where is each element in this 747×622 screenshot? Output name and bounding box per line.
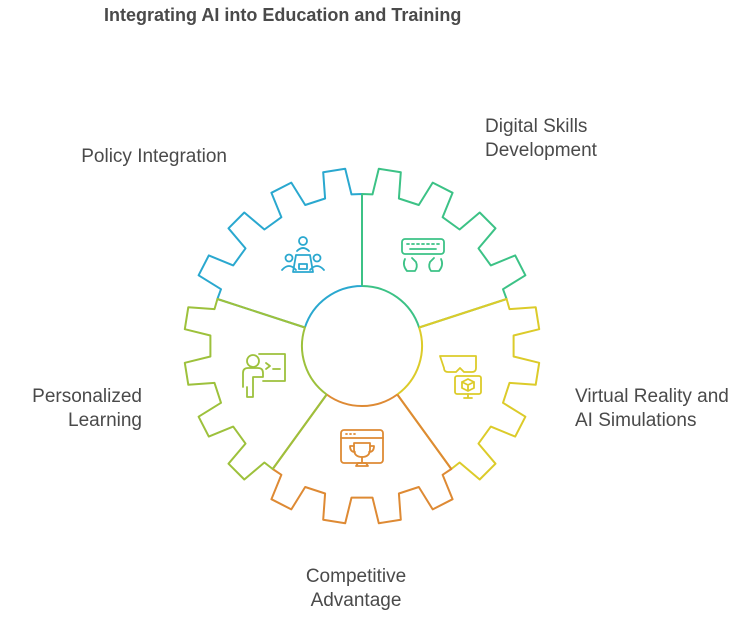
gear-segment-5: [183, 298, 328, 481]
keyboard-hands-icon: [401, 238, 445, 272]
gear-segment-2: [361, 167, 527, 329]
gear-segment-4: [270, 393, 454, 525]
label-digital-skills: Digital Skills Development: [485, 116, 597, 161]
gear-segment-3: [396, 298, 541, 481]
label-competitive-advantage: Competitive Advantage: [305, 566, 407, 611]
label-policy-integration: Policy Integration: [81, 146, 227, 167]
vr-headset-cube-icon: [439, 355, 482, 399]
gear-segment-1: [197, 167, 363, 329]
meeting-people-icon: [281, 236, 325, 273]
trophy-browser-icon: [340, 429, 384, 467]
person-whiteboard-icon: [242, 353, 286, 398]
label-virtual-reality: Virtual Reality and AI Simulations: [575, 386, 729, 431]
label-personalized-learning: Personalized Learning: [32, 386, 142, 431]
diagram-title: Integrating AI into Education and Traini…: [104, 5, 462, 25]
